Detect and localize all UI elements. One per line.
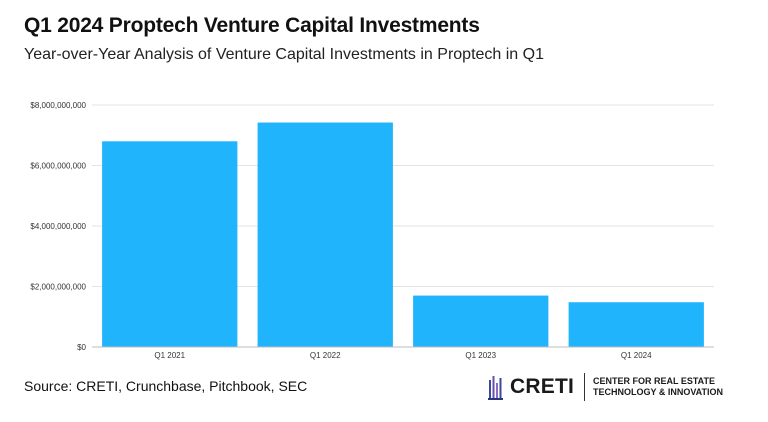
- bars: [102, 122, 704, 347]
- x-tick-label: Q1 2024: [621, 351, 652, 360]
- x-tick-label: Q1 2021: [154, 351, 185, 360]
- bar: [568, 302, 704, 347]
- bar: [257, 122, 393, 347]
- y-tick-label: $0: [77, 343, 86, 352]
- chart-subtitle: Year-over-Year Analysis of Venture Capit…: [24, 46, 544, 63]
- y-tick-label: $8,000,000,000: [30, 101, 86, 110]
- logo-divider: [584, 373, 585, 401]
- bar: [102, 141, 238, 347]
- logo-name: CRETI: [510, 375, 574, 398]
- logo-tagline: CENTER FOR REAL ESTATE TECHNOLOGY & INNO…: [593, 376, 723, 398]
- source-note: Source: CRETI, Crunchbase, Pitchbook, SE…: [24, 378, 308, 394]
- logo-tagline-line-1: CENTER FOR REAL ESTATE: [593, 376, 716, 386]
- axes: $0 $2,000,000,000 $4,000,000,000 $6,000,000…: [30, 101, 714, 360]
- bar: [413, 295, 549, 347]
- x-tick-label: Q1 2022: [310, 351, 341, 360]
- bar-chart: $0 $2,000,000,000 $4,000,000,000 $6,000,000…: [30, 101, 714, 360]
- chart-title: Q1 2024 Proptech Venture Capital Investm…: [24, 14, 480, 37]
- creti-logo-icon: [488, 376, 503, 400]
- y-tick-label: $4,000,000,000: [30, 222, 86, 231]
- creti-logo: CRETI CENTER FOR REAL ESTATE TECHNOLOGY …: [488, 372, 723, 402]
- y-tick-label: $6,000,000,000: [30, 162, 86, 171]
- x-tick-label: Q1 2023: [465, 351, 496, 360]
- y-tick-label: $2,000,000,000: [30, 283, 86, 292]
- logo-tagline-line-2: TECHNOLOGY & INNOVATION: [593, 387, 724, 397]
